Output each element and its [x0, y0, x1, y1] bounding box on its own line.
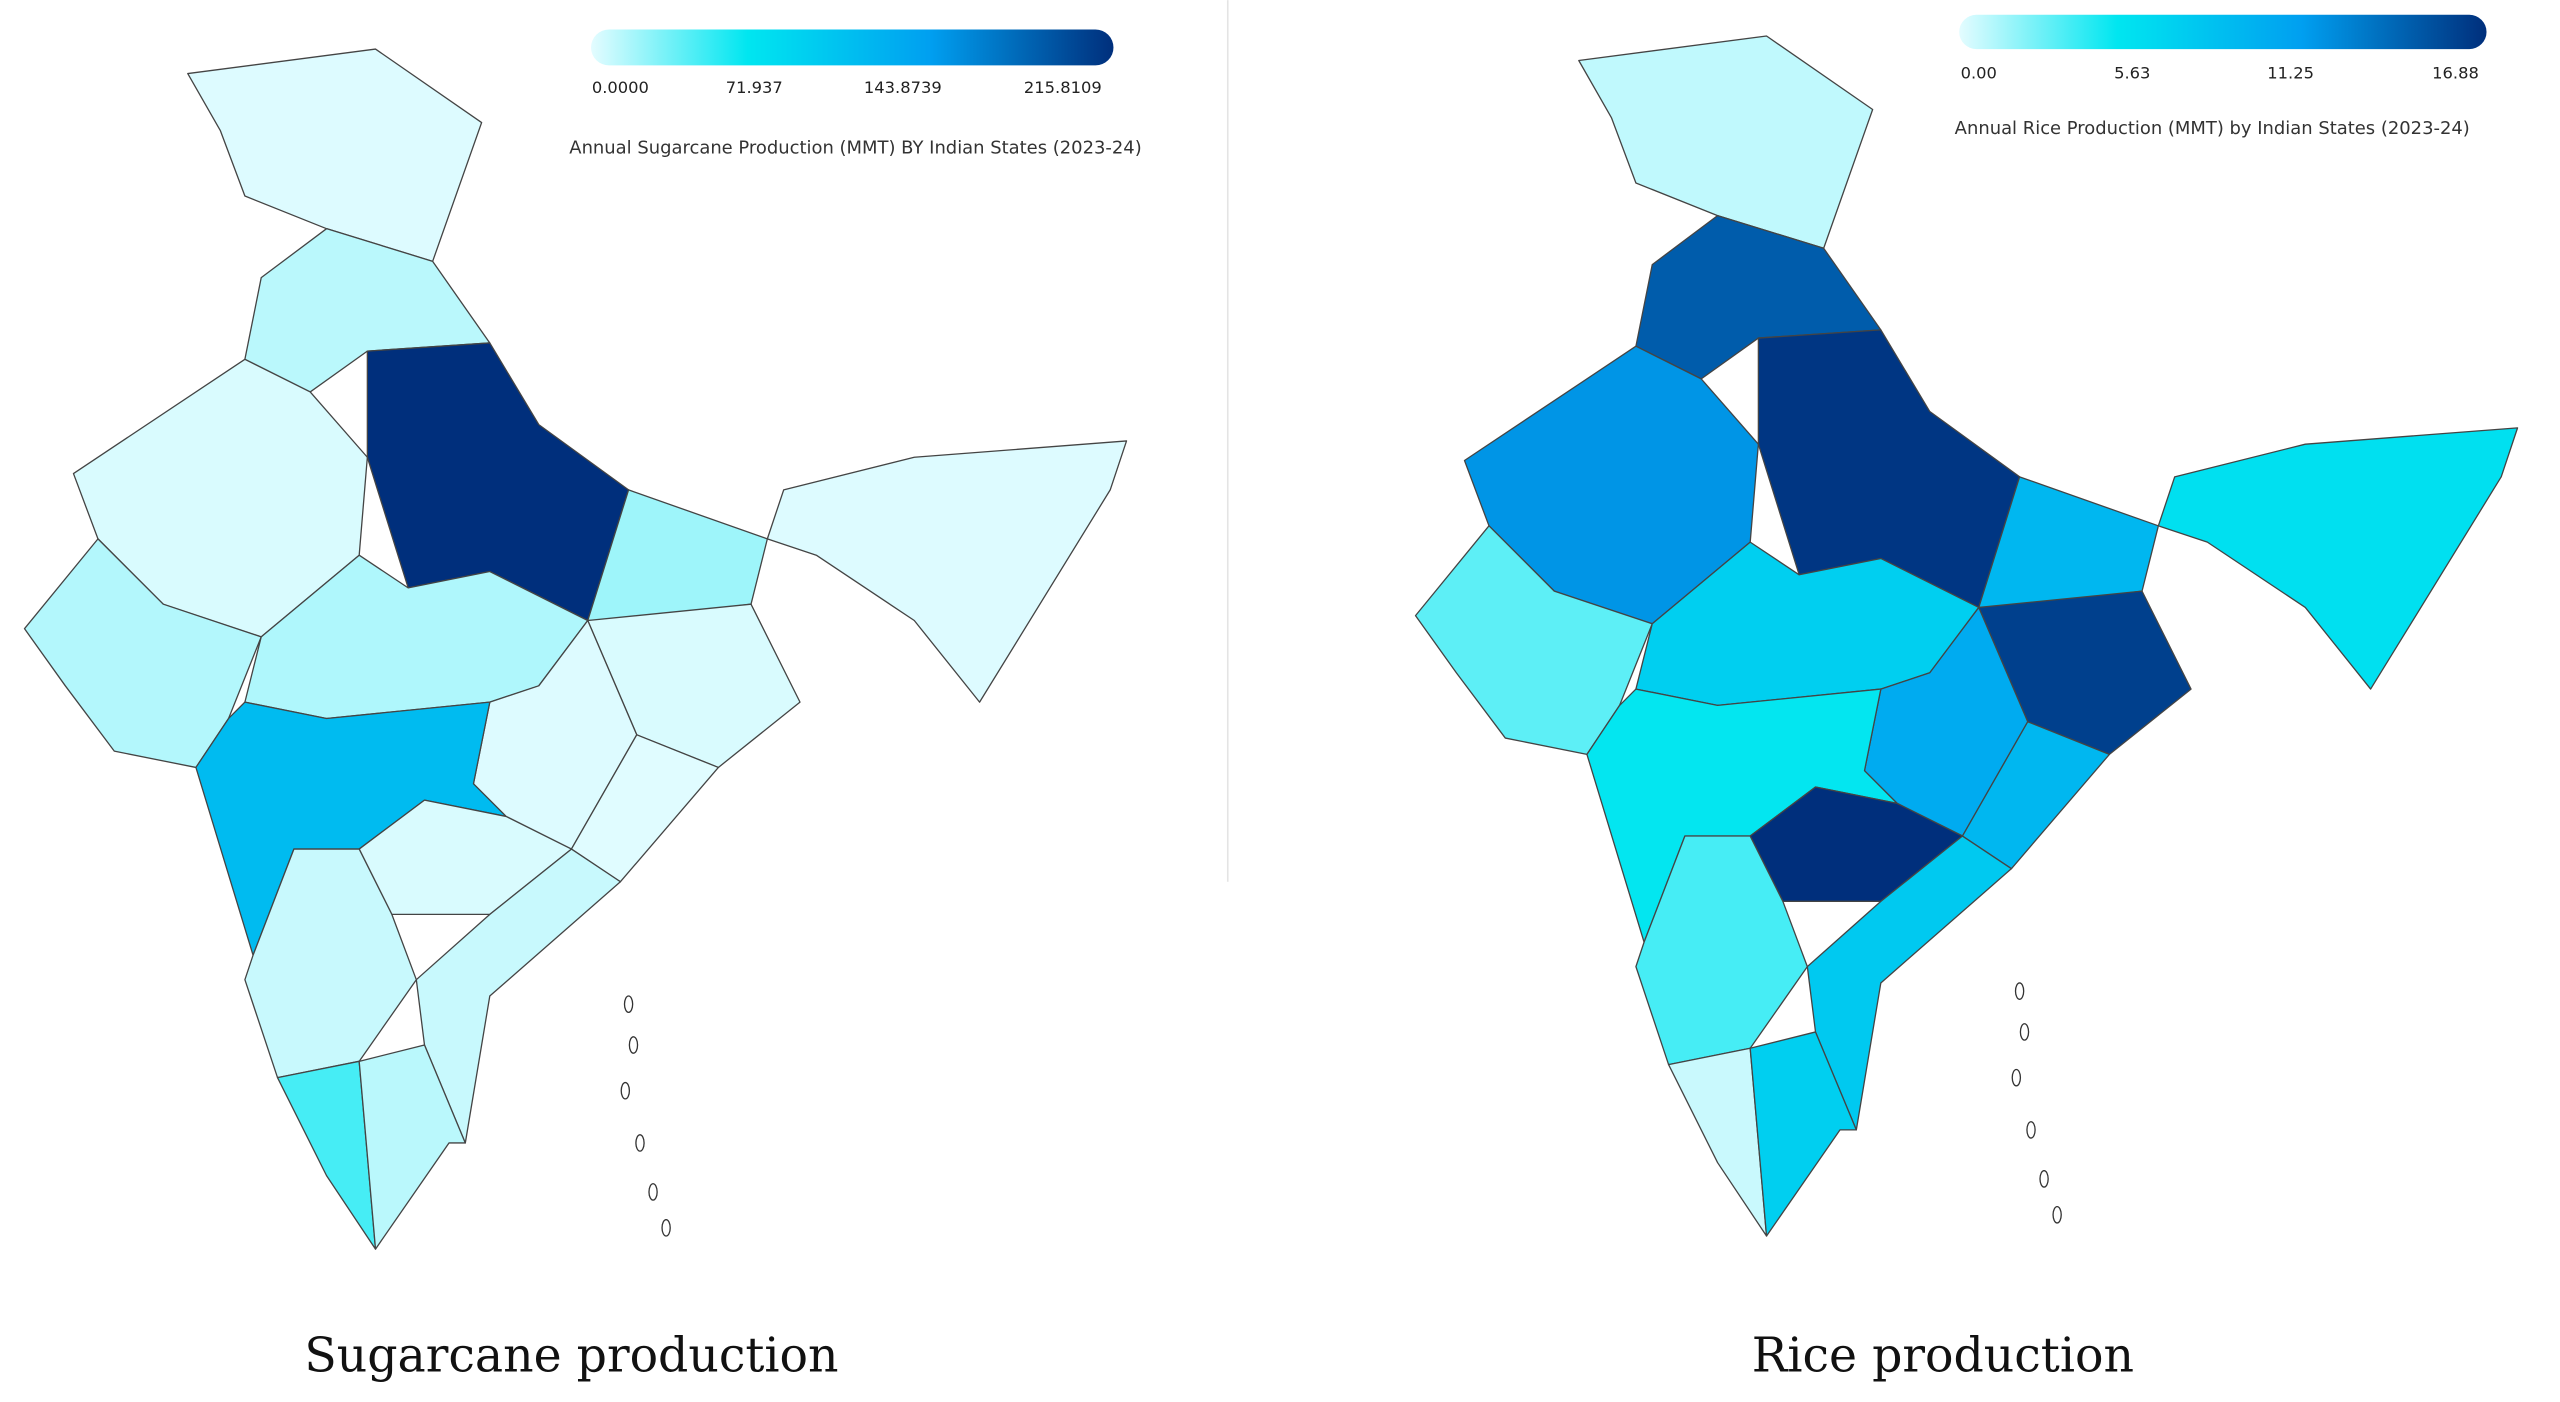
colorbar-tick: 143.8739 — [864, 78, 942, 97]
sugarcane-caption: Sugarcane production — [304, 1329, 838, 1384]
colorbar-tick: 5.63 — [2114, 63, 2150, 82]
state-andhra-pradesh: Andhra Pradesh — [415, 848, 622, 1144]
island — [2039, 1170, 2049, 1188]
colorbar-tick: 0.00 — [1961, 63, 1997, 82]
map-title: Annual Rice Production (MMT) by Indian S… — [1955, 118, 2470, 139]
rice-map: Jammu & KashmirPunjab-Haryana-HP-Uttarak… — [1414, 35, 2519, 1237]
colorbar-tick: 215.8109 — [1024, 78, 1102, 97]
island — [2052, 1205, 2062, 1224]
island — [648, 1183, 658, 1201]
state-andhra-pradesh: Andhra Pradesh — [1806, 835, 2013, 1131]
sugarcane-colorbar: 0.0000 71.937 143.8739 215.8109 Annual S… — [569, 29, 1142, 159]
island — [2026, 1121, 2036, 1139]
state-north-east: North East — [2157, 427, 2519, 690]
colorbar-gradient — [1959, 14, 2487, 50]
state-jammu-kashmir: Jammu & Kashmir — [1578, 35, 1874, 249]
colorbar-tick: 71.937 — [726, 78, 783, 97]
state-karnataka: Karnataka — [1635, 835, 1808, 1066]
colorbar-tick: 0.0000 — [592, 78, 649, 97]
island — [2011, 1068, 2022, 1087]
island — [620, 1081, 631, 1100]
island — [635, 1134, 645, 1152]
island — [623, 995, 634, 1014]
rice-caption: Rice production — [1752, 1329, 2134, 1384]
state-jammu-kashmir: Jammu & Kashmir — [187, 48, 483, 262]
island — [2014, 982, 2025, 1000]
sugarcane-map: Jammu & KashmirPunjab-Haryana-HP-Uttarak… — [23, 48, 1128, 1250]
state-tamil-nadu: Tamil Nadu — [358, 1044, 466, 1250]
colorbar-tick: 16.88 — [2432, 63, 2479, 82]
island — [661, 1219, 671, 1237]
island — [2019, 1023, 2030, 1041]
colorbar-gradient — [591, 29, 1114, 66]
state-karnataka: Karnataka — [244, 848, 417, 1079]
state-kerala: Kerala — [1667, 1047, 1768, 1237]
state-tamil-nadu: Tamil Nadu — [1749, 1031, 1857, 1237]
colorbar-tick: 11.25 — [2267, 63, 2314, 82]
island — [628, 1036, 639, 1054]
state-kerala: Kerala — [276, 1060, 377, 1250]
map-title: Annual Sugarcane Production (MMT) BY Ind… — [569, 138, 1141, 159]
rice-colorbar: 0.00 5.63 11.25 16.88 Annual Rice Produc… — [1955, 14, 2487, 139]
state-north-east: North East — [766, 440, 1128, 703]
